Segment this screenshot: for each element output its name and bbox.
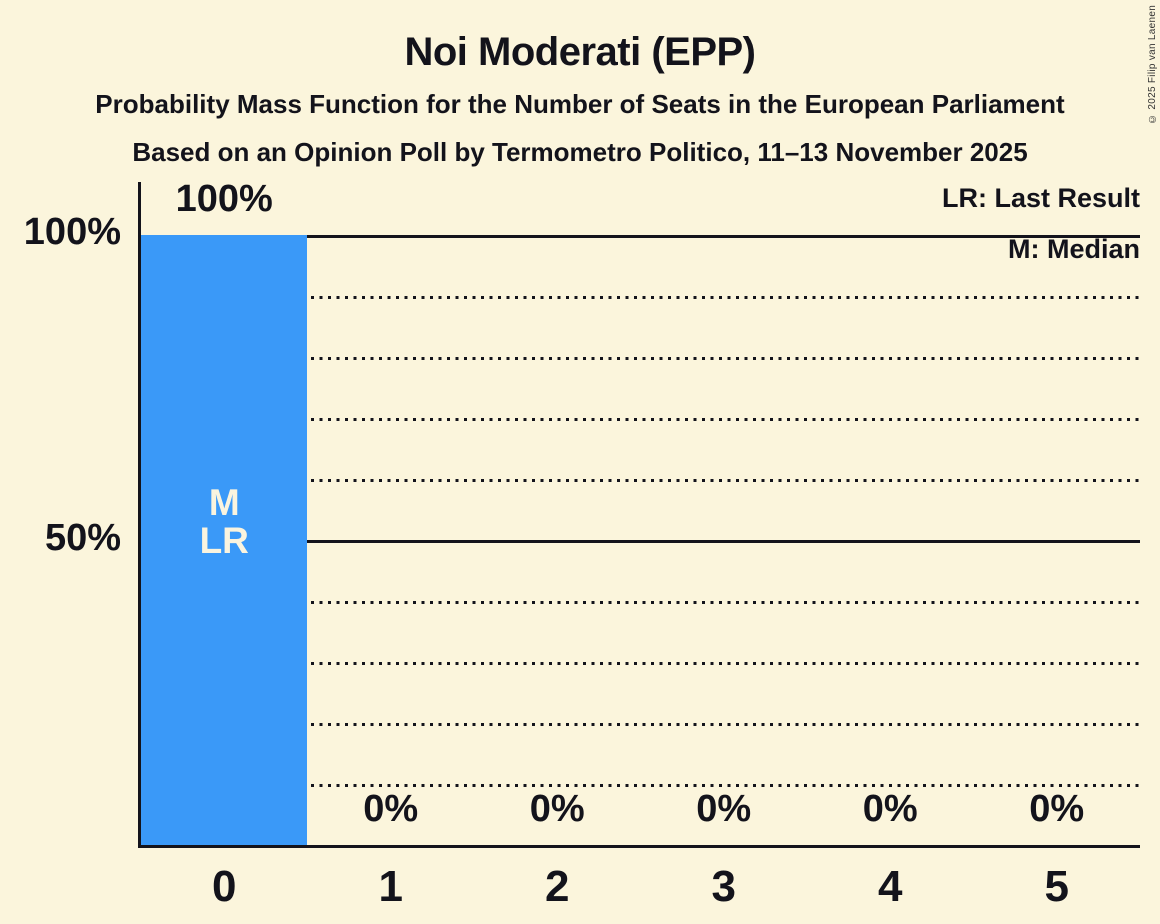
value-label-seats-0: 100%: [175, 178, 273, 220]
x-axis-tick-1: 1: [378, 862, 403, 911]
x-axis-tick-2: 2: [545, 862, 570, 911]
y-axis-tick-100: 100%: [23, 211, 121, 253]
gridline-40pct: [141, 601, 1140, 604]
chart-title: Noi Moderati (EPP): [404, 30, 756, 74]
value-label-seats-3: 0%: [696, 788, 752, 830]
value-label-seats-1: 0%: [363, 788, 419, 830]
gridline-90pct: [141, 296, 1140, 299]
gridline-60pct: [141, 479, 1140, 482]
gridline-20pct: [141, 723, 1140, 726]
x-axis-tick-3: 3: [711, 862, 736, 911]
gridline-50pct: [141, 540, 1140, 543]
gridline-70pct: [141, 418, 1140, 421]
copyright-notice: © 2025 Filip van Laenen: [1147, 4, 1158, 124]
x-axis-tick-0: 0: [212, 862, 237, 911]
y-axis-line: [138, 182, 141, 848]
bar-annotation-line: M: [208, 482, 240, 523]
value-label-seats-4: 0%: [862, 788, 918, 830]
value-label-seats-2: 0%: [529, 788, 585, 830]
x-axis-tick-4: 4: [878, 862, 903, 911]
x-axis-line: [138, 845, 1140, 848]
bar-annotation-line: LR: [199, 520, 249, 561]
gridline-10pct: [141, 784, 1140, 787]
gridline-80pct: [141, 357, 1140, 360]
y-axis-tick-50: 50%: [44, 517, 121, 559]
gridline-100pct: [141, 235, 1140, 238]
legend-median: M: Median: [1008, 234, 1140, 264]
bar-seats-0: [141, 235, 307, 847]
bar-annotation-median-lastresult: M LR: [141, 484, 308, 560]
gridline-30pct: [141, 662, 1140, 665]
chart-source-line: Based on an Opinion Poll by Termometro P…: [132, 137, 1028, 167]
value-label-seats-5: 0%: [1029, 788, 1085, 830]
x-axis-tick-5: 5: [1044, 862, 1069, 911]
legend-last-result: LR: Last Result: [941, 183, 1140, 213]
chart-subtitle: Probability Mass Function for the Number…: [95, 89, 1065, 119]
